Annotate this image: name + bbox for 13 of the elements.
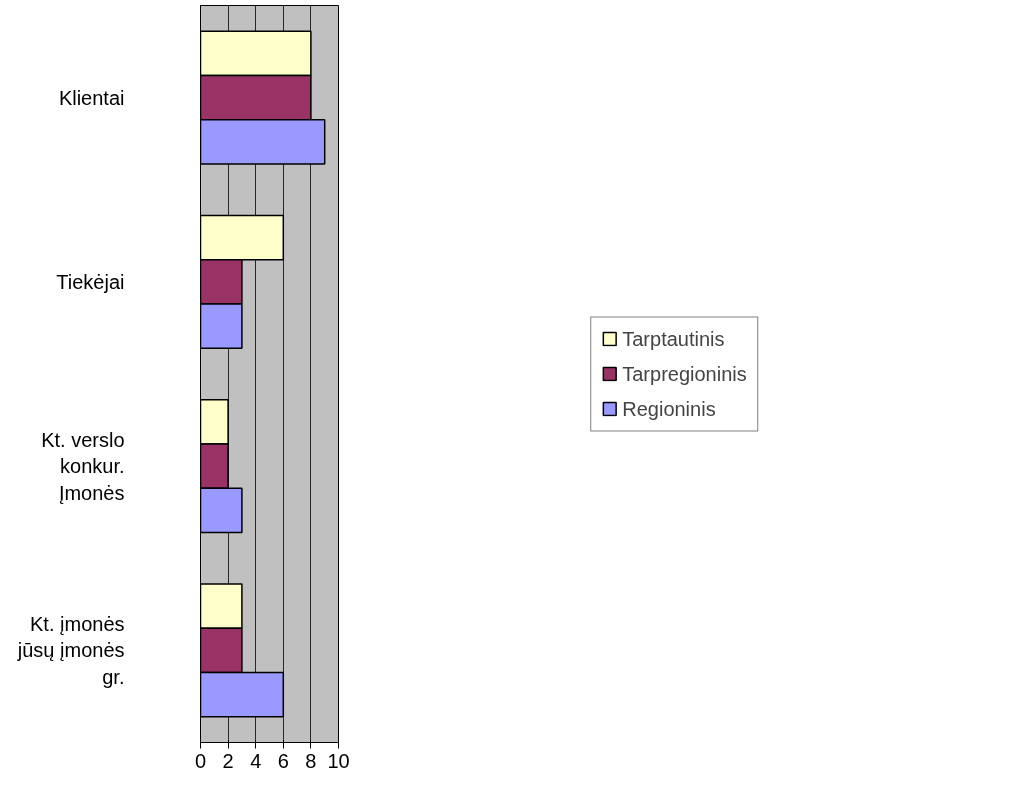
legend-label: Tarptautinis bbox=[622, 327, 725, 350]
x-tick-label: 4 bbox=[250, 749, 262, 772]
x-tick-label: 2 bbox=[222, 749, 234, 772]
y-tick-label: Klientai bbox=[58, 86, 125, 109]
x-tick-label: 8 bbox=[305, 749, 317, 772]
legend-label: Tarpregioninis bbox=[622, 362, 747, 385]
y-tick-label: Tiekėjai bbox=[56, 270, 125, 293]
legend-label: Regioninis bbox=[622, 397, 716, 420]
x-tick-label: 0 bbox=[194, 749, 207, 772]
y-tick-label: Kt. įmonės jūsų įmonės gr. bbox=[16, 612, 125, 688]
x-tick-label: 6 bbox=[277, 749, 289, 772]
x-tick-label: 10 bbox=[327, 749, 350, 772]
y-tick-label: Kt. verslo konkur. Įmonės bbox=[41, 428, 125, 504]
